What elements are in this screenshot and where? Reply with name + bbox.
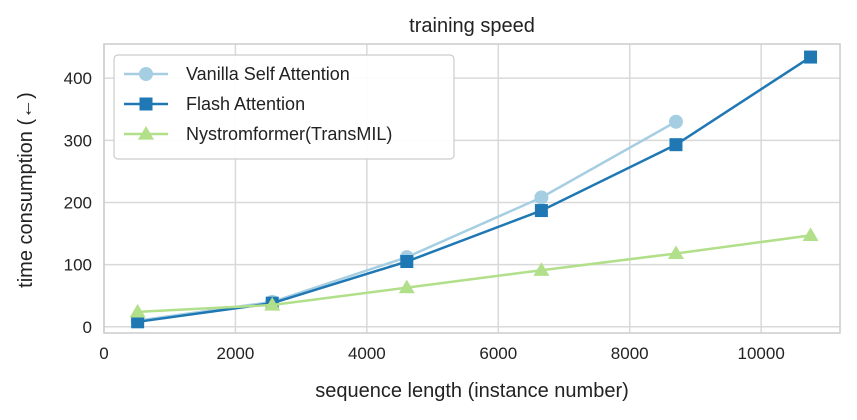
y-tick-label: 0 xyxy=(83,318,92,337)
x-tick-label: 8000 xyxy=(611,344,649,363)
data-point-triangle xyxy=(802,227,819,242)
x-tick-labels: 0 2000 4000 6000 8000 10000 xyxy=(99,344,785,363)
data-point-square xyxy=(400,255,414,269)
y-axis-label: time consumption (←) xyxy=(15,92,37,288)
chart-title: training speed xyxy=(409,15,535,37)
legend-item: Nystromformer(TransMIL) xyxy=(124,124,392,144)
data-point-triangle xyxy=(667,245,684,260)
legend-marker-triangle xyxy=(138,126,154,140)
legend-marker-circle xyxy=(139,67,153,81)
x-tick-label: 6000 xyxy=(479,344,517,363)
x-tick-label: 0 xyxy=(99,344,108,363)
x-tick-label: 4000 xyxy=(348,344,386,363)
data-point-circle xyxy=(668,114,683,129)
legend-marker-square xyxy=(139,97,153,111)
series-line xyxy=(137,234,811,314)
legend-item: Flash Attention xyxy=(124,94,305,114)
y-tick-label: 300 xyxy=(64,131,92,150)
data-point-triangle xyxy=(533,262,550,276)
data-point-square xyxy=(669,138,683,152)
series-group xyxy=(129,50,819,329)
y-tick-labels: 0 100 200 300 400 xyxy=(64,69,92,337)
legend-label: Vanilla Self Attention xyxy=(186,64,350,84)
data-point-square xyxy=(534,204,548,218)
legend-item: Vanilla Self Attention xyxy=(124,64,350,84)
data-point-square xyxy=(804,50,818,64)
legend-label: Flash Attention xyxy=(186,94,305,114)
plot-frame xyxy=(103,43,841,334)
series-triangle xyxy=(129,227,819,318)
y-tick-label: 100 xyxy=(64,256,92,275)
data-point-circle xyxy=(534,190,549,205)
x-axis-label: sequence length (instance number) xyxy=(315,380,629,402)
data-point-triangle xyxy=(129,303,146,318)
legend: Vanilla Self Attention Flash Attention Nys… xyxy=(113,54,455,160)
x-tick-label: 2000 xyxy=(217,344,255,363)
data-point-triangle xyxy=(264,297,281,311)
data-point-triangle xyxy=(398,279,415,294)
legend-label: Nystromformer(TransMIL) xyxy=(186,124,392,144)
y-tick-label: 200 xyxy=(64,193,92,212)
x-tick-label: 10000 xyxy=(738,344,785,363)
data-point-square xyxy=(131,315,145,329)
y-tick-label: 400 xyxy=(64,69,92,88)
legend-box xyxy=(113,54,455,160)
